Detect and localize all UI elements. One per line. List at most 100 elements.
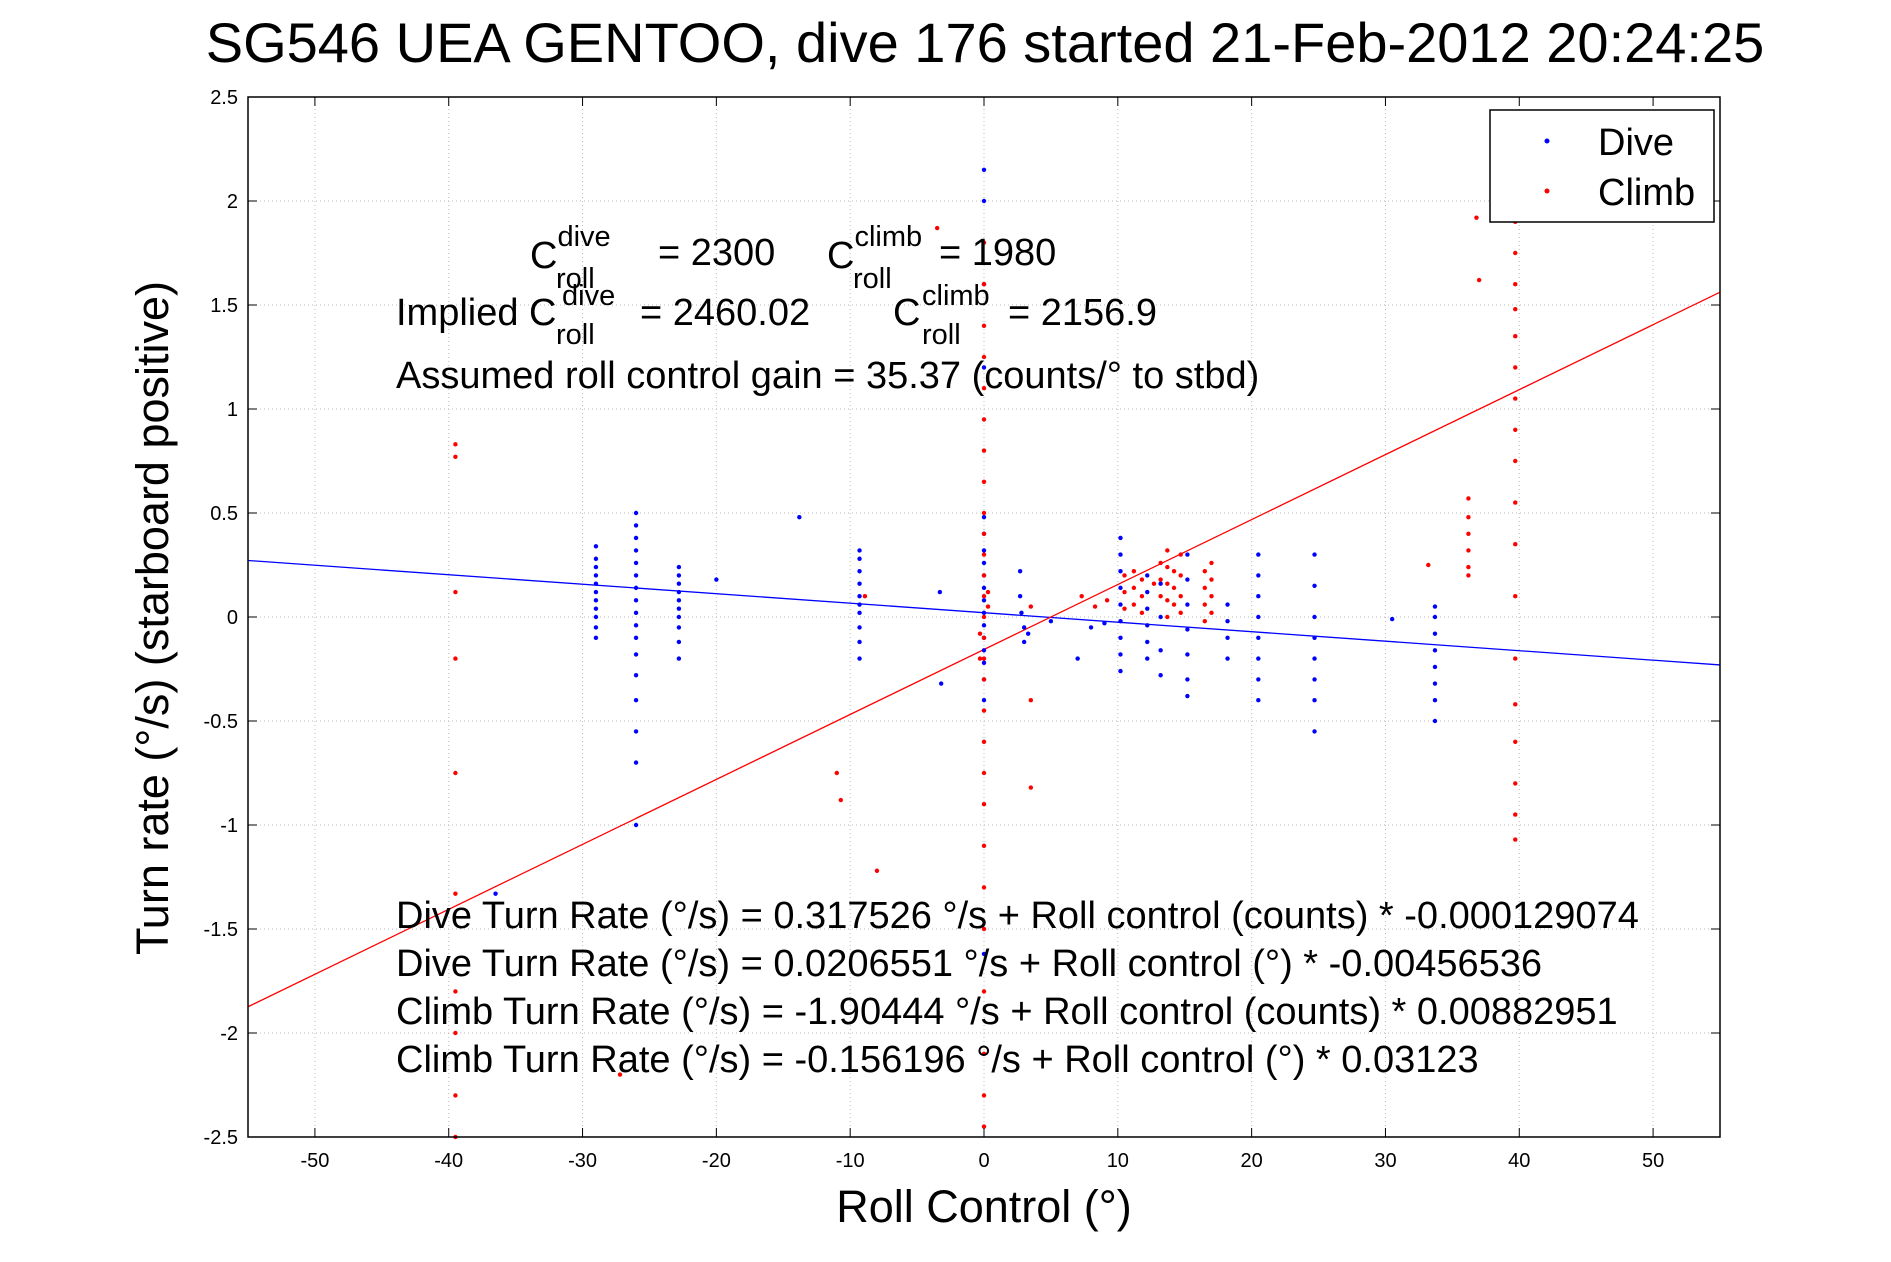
- climb-point: [981, 417, 987, 422]
- climb-point: [981, 282, 987, 287]
- dive-point: [1118, 602, 1123, 607]
- climb-point: [981, 354, 987, 360]
- dive-point: [593, 606, 599, 611]
- climb-point: [1513, 702, 1518, 707]
- climb-point: [1513, 656, 1518, 661]
- climb-point: [1131, 585, 1137, 591]
- legend: Dive Climb: [1489, 109, 1715, 223]
- dive-point: [981, 623, 987, 628]
- dive-point: [1256, 614, 1261, 620]
- climb-point: [1209, 577, 1214, 582]
- climb-point: [1513, 427, 1518, 432]
- dive-point: [1432, 698, 1438, 703]
- gain-annotation: Assumed roll control gain = 35.37 (count…: [396, 355, 1259, 397]
- x-axis-label: Roll Control (°): [836, 1181, 1132, 1232]
- climb-point: [453, 589, 458, 595]
- x-tick-label: -50: [300, 1150, 329, 1172]
- climb-point: [617, 1072, 623, 1077]
- climb-point: [981, 656, 987, 661]
- dive-point: [593, 598, 599, 603]
- legend-box: [1489, 109, 1715, 223]
- implied-climb-sup: climb: [922, 280, 990, 312]
- dive-point: [1145, 656, 1150, 661]
- climb-point: [453, 1030, 458, 1036]
- climb-point: [981, 677, 987, 682]
- dive-point: [981, 585, 987, 591]
- dive-point: [1256, 677, 1261, 682]
- dive-point: [1145, 623, 1150, 628]
- dive-point: [1256, 635, 1261, 640]
- dive-point: [1145, 589, 1150, 595]
- dive-point: [1225, 656, 1230, 661]
- dive-point: [1019, 610, 1024, 616]
- dive-point: [593, 614, 599, 620]
- dive-point: [633, 598, 639, 603]
- dive-point: [857, 594, 862, 599]
- climb-point: [981, 802, 987, 807]
- dive-point: [676, 573, 682, 578]
- dive-point: [1118, 652, 1123, 657]
- c-roll-climb-value: = 1980: [939, 232, 1056, 274]
- dive-point: [676, 564, 682, 570]
- dive-point: [633, 698, 639, 703]
- c-roll-dive-sup: dive: [557, 221, 610, 253]
- climb-point: [1513, 500, 1518, 505]
- c-roll-climb-sub: roll: [853, 263, 892, 295]
- climb-point: [1028, 698, 1034, 703]
- climb-point: [1513, 542, 1518, 547]
- climb-point: [1104, 598, 1110, 603]
- climb-point: [981, 843, 987, 848]
- dive-point: [593, 573, 599, 578]
- climb-point: [1171, 602, 1177, 607]
- dive-point: [633, 535, 639, 541]
- dive-point: [633, 729, 639, 734]
- c-roll-dive-letter: C: [530, 235, 557, 277]
- dive-point: [1185, 652, 1190, 657]
- dive-point: [1158, 673, 1163, 678]
- dive-point: [981, 548, 987, 553]
- c-roll-climb: Cclimb: [827, 221, 922, 277]
- climb-point: [874, 868, 880, 873]
- dive-point: [857, 569, 862, 574]
- climb-point: [1028, 604, 1034, 609]
- dive-point: [981, 951, 987, 957]
- dive-point: [857, 602, 862, 607]
- legend-dive-label: Dive: [1598, 122, 1674, 164]
- dive-point: [1145, 639, 1150, 645]
- climb-point: [1513, 739, 1518, 744]
- implied-dive-value: = 2460.02: [640, 292, 810, 334]
- y-tick-label: 0: [227, 607, 238, 629]
- climb-point: [1474, 215, 1479, 220]
- climb-point: [981, 926, 987, 932]
- dive-point: [1118, 535, 1123, 541]
- climb-point: [1131, 569, 1137, 574]
- climb-point: [1513, 250, 1518, 256]
- dive-point: [857, 548, 862, 553]
- x-tick-label: -40: [434, 1150, 463, 1172]
- dive-point: [1432, 631, 1438, 636]
- y-tick-label: 2: [227, 191, 238, 213]
- x-tick-label: 50: [1642, 1150, 1664, 1172]
- climb-point: [981, 479, 987, 484]
- climb-point: [1122, 573, 1127, 578]
- dive-point: [1312, 583, 1317, 588]
- dive-point: [1118, 552, 1123, 557]
- climb-point: [1178, 594, 1183, 599]
- climb-point: [453, 989, 458, 994]
- climb-point: [1513, 334, 1518, 339]
- dive-point: [1021, 625, 1027, 630]
- climb-point: [1513, 282, 1518, 287]
- y-tick-label: -2: [220, 1023, 238, 1045]
- y-tick-label: 0.5: [210, 503, 238, 525]
- climb-point: [1165, 581, 1170, 586]
- dive-point: [1158, 614, 1163, 620]
- dive-point: [1432, 614, 1438, 620]
- climb-point: [981, 1051, 987, 1057]
- dive-point: [981, 698, 987, 703]
- data-points: [453, 167, 1518, 1140]
- dive-point: [1017, 594, 1023, 599]
- y-tick-label: 1.5: [210, 295, 238, 317]
- dive-point: [593, 556, 599, 561]
- dive-point: [593, 581, 599, 586]
- dive-point: [633, 548, 639, 553]
